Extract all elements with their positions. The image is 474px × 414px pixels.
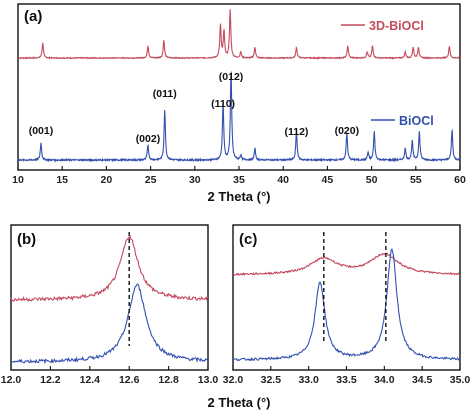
panel-a-x-tick-label: 30 (189, 174, 201, 186)
panel-c-x-tick-label: 33.0 (298, 374, 319, 386)
peak-index-label: (110) (211, 98, 235, 110)
panel-b-x-tick-label: 12.6 (119, 374, 140, 386)
panel-c-frame (233, 225, 460, 370)
panel-b-3d-biocl-line (11, 236, 208, 301)
panel-c-label: (c) (239, 231, 257, 248)
panel-b-biocl-line (11, 284, 208, 363)
legend-biocl-label: BiOCl (399, 114, 434, 128)
panel-b-x-tick-label: 12.4 (80, 374, 101, 386)
panel-b-x-tick-label: 12.2 (40, 374, 61, 386)
panel-b-x-tick-label: 12.8 (158, 374, 179, 386)
panel-a-x-tick-label: 40 (277, 174, 289, 186)
series-biocl-line (18, 73, 460, 161)
peak-index-label: (001) (29, 125, 54, 137)
panel-a-x-tick-label: 25 (145, 174, 157, 186)
panel-a-x-tick-label: 60 (454, 174, 466, 186)
panel-b-x-tick-label: 13.0 (198, 374, 219, 386)
panel-c-x-tick-label: 32.0 (223, 374, 244, 386)
panel-c: (c) 32.0 32.5 33.0 33.5 34.0 34.5 35.0 (223, 225, 471, 386)
peak-index-label: (011) (153, 88, 177, 100)
panel-a-label: (a) (24, 8, 42, 25)
peak-index-label: (020) (335, 125, 360, 137)
panel-a-x-tick-label: 10 (12, 174, 24, 186)
panel-a-xlabel: 2 Theta (°) (208, 189, 271, 204)
panel-c-x-tick-label: 34.0 (374, 374, 395, 386)
panel-a-x-tick-label: 50 (366, 174, 378, 186)
panel-a-x-tick-label: 35 (233, 174, 245, 186)
series-3d-biocl-line (18, 9, 460, 58)
panel-c-x-tick-label: 32.5 (261, 374, 282, 386)
panel-b-x-tick-label: 12.0 (1, 374, 22, 386)
bottom-xlabel: 2 Theta (°) (208, 395, 271, 410)
legend-3d-biocl-label: 3D-BiOCl (369, 19, 424, 33)
panel-a-x-tick-label: 15 (56, 174, 68, 186)
panel-a-x-tick-label: 20 (101, 174, 113, 186)
peak-index-label: (012) (219, 71, 244, 83)
panel-a-x-tick-label: 55 (410, 174, 422, 186)
peak-index-label: (112) (284, 126, 308, 138)
panel-c-x-tick-label: 33.5 (336, 374, 357, 386)
panel-b-label: (b) (17, 231, 36, 248)
panel-c-x-tick-label: 35.0 (450, 374, 471, 386)
panel-a: (a) 3D-BiOCl BiOCl 10 15 20 25 30 35 40 45 50 55 6… (12, 4, 466, 204)
panel-c-x-tick-label: 34.5 (412, 374, 433, 386)
panel-c-3d-biocl-line (233, 253, 460, 275)
panel-a-x-tick-label: 45 (322, 174, 334, 186)
peak-index-label: (002) (136, 133, 161, 145)
panel-b: (b) 12.0 12.2 12.4 12.6 12.8 13.0 (1, 225, 219, 386)
